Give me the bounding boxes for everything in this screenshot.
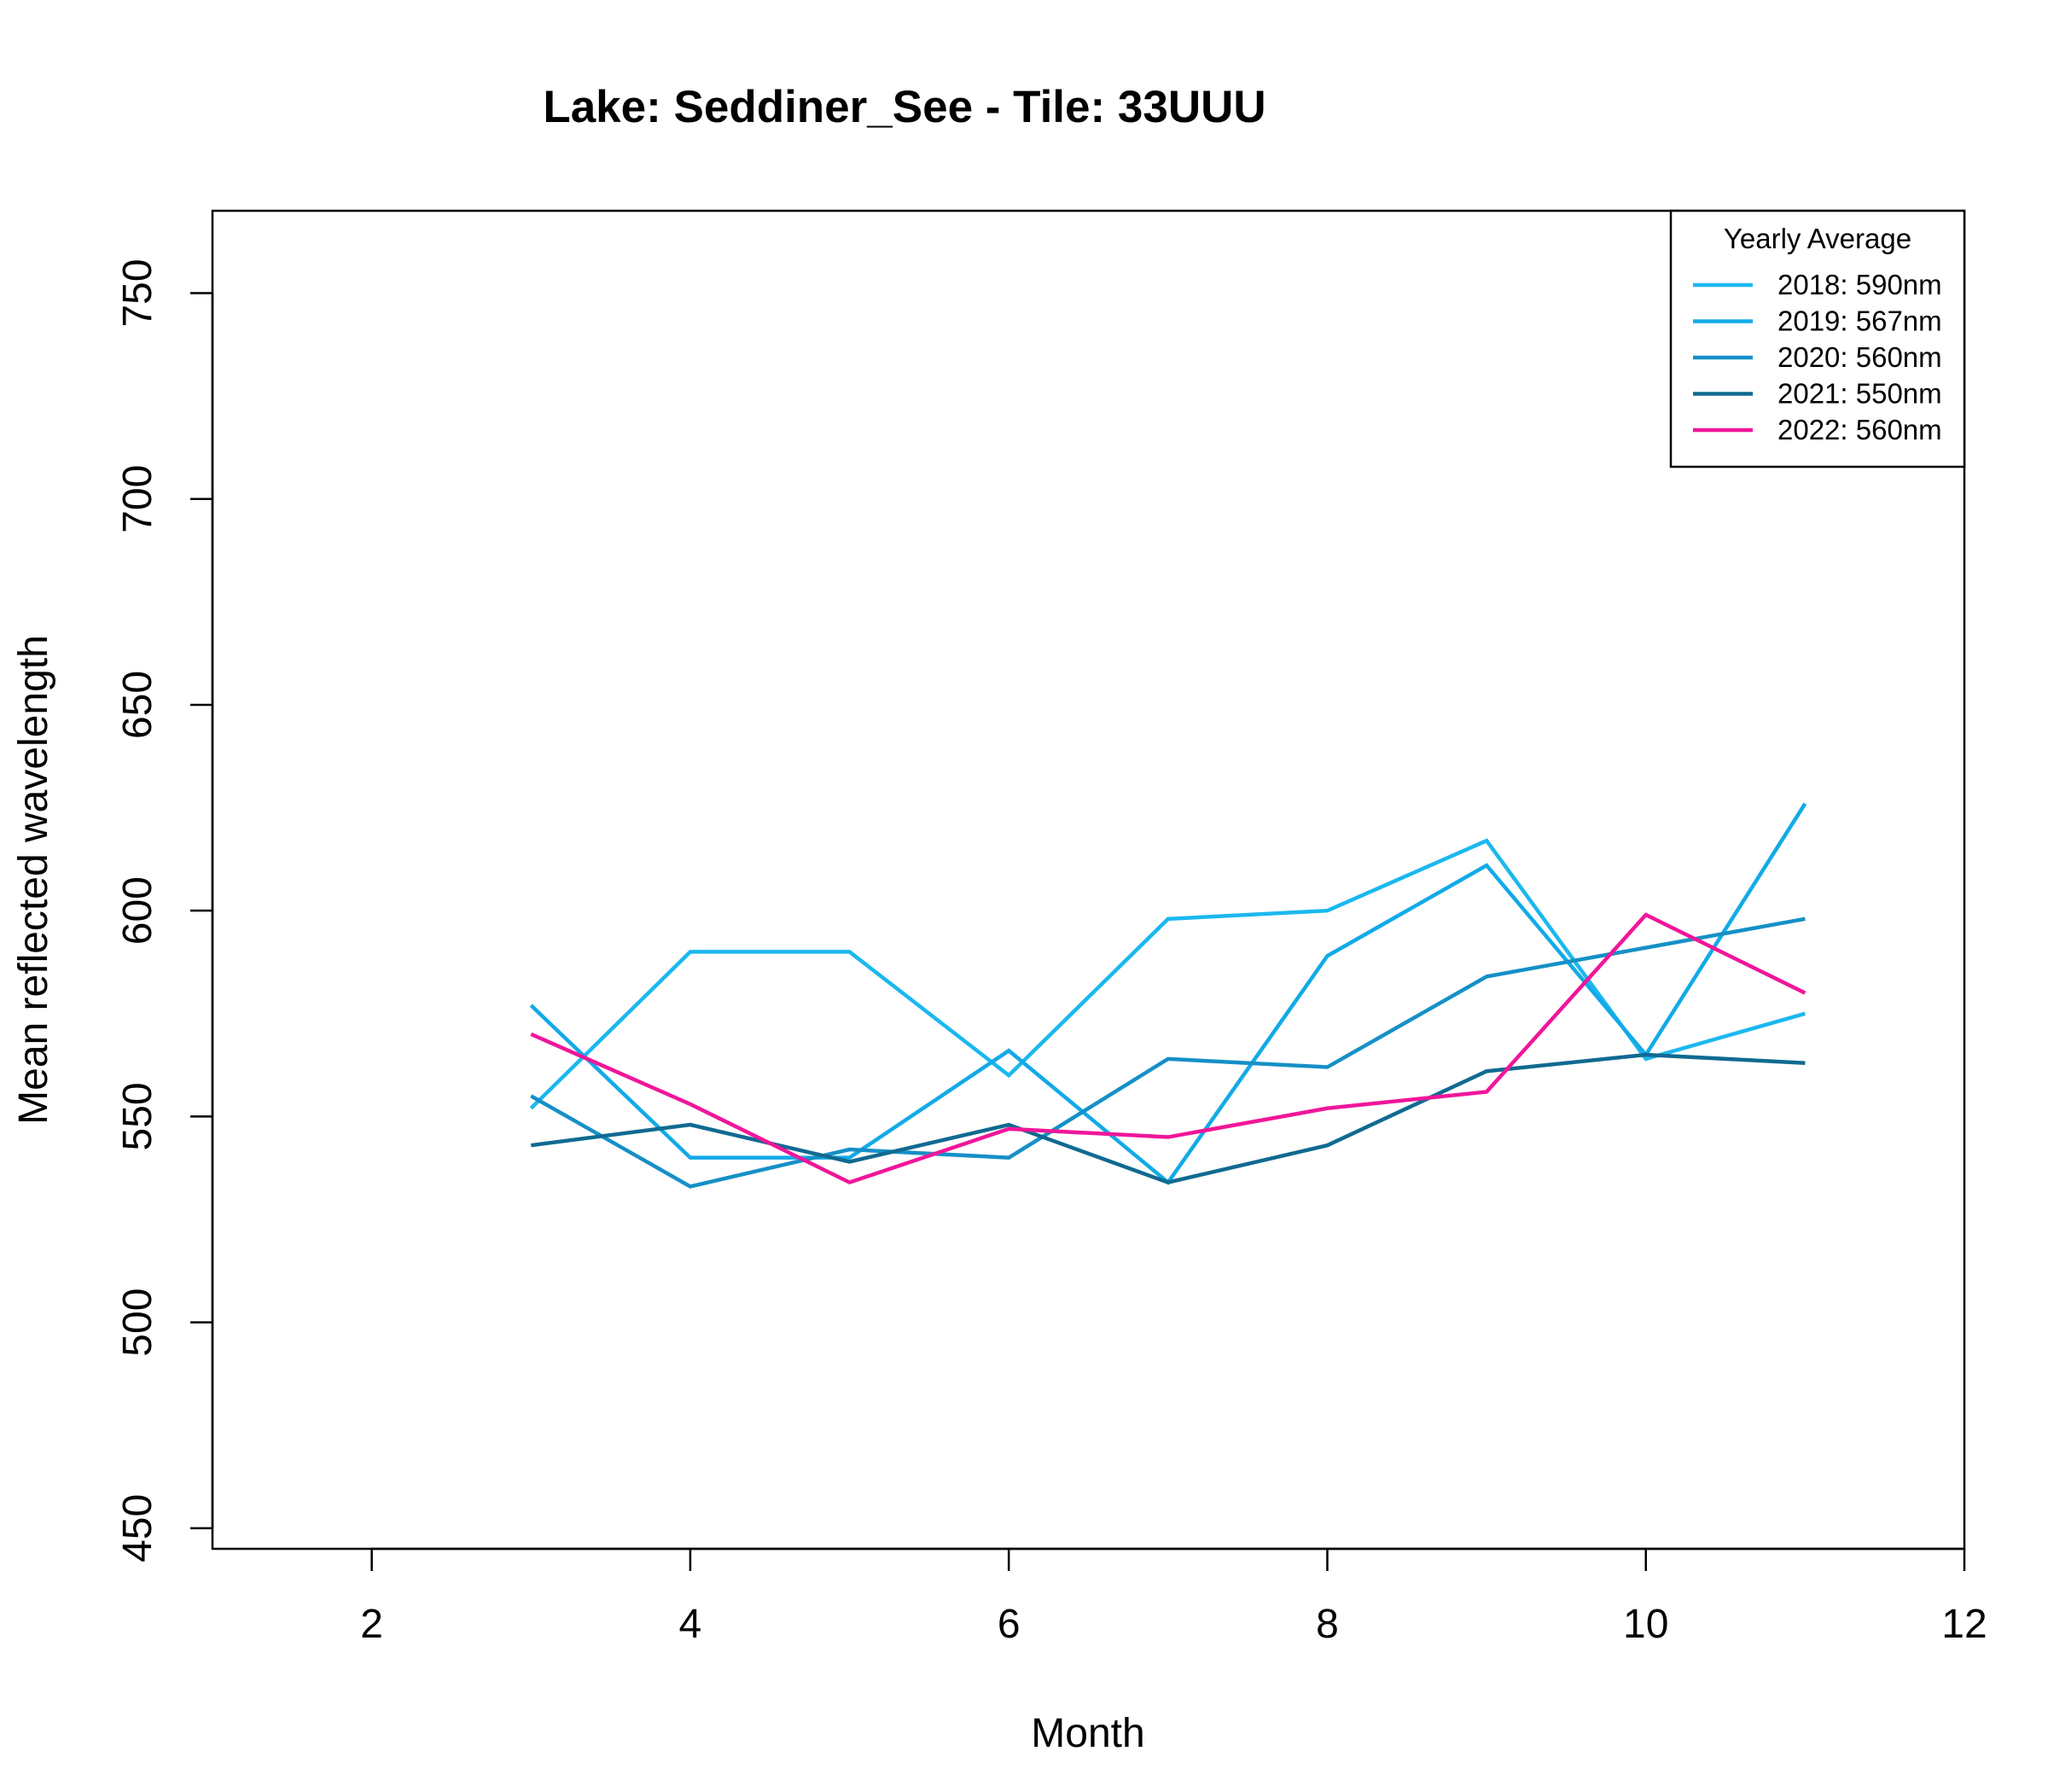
legend-item: 2019: 567nm [1693, 305, 1942, 337]
x-axis: 2 4 6 8 10 12 [360, 1547, 1987, 1647]
x-tick-label: 4 [679, 1602, 702, 1647]
y-tick-label: 700 [115, 465, 160, 533]
legend-label: 2020: 560nm [1777, 341, 1942, 373]
legend-title: Yearly Average [1724, 223, 1911, 254]
x-tick-label: 2 [360, 1602, 383, 1647]
x-tick-label: 8 [1316, 1602, 1339, 1647]
y-tick-label: 650 [115, 671, 160, 739]
x-tick-label: 10 [1623, 1602, 1668, 1647]
legend-box [1669, 209, 1966, 468]
legend-item: 2021: 550nm [1693, 378, 1942, 410]
legend-label: 2019: 567nm [1777, 305, 1942, 337]
legend-label: 2022: 560nm [1777, 414, 1942, 445]
legend-item: 2020: 560nm [1693, 341, 1942, 373]
y-axis-label: Mean reflected wavelength [11, 635, 56, 1125]
legend-item: 2022: 560nm [1693, 414, 1942, 445]
x-axis-label: Month [1031, 1711, 1144, 1756]
legend-item: 2018: 590nm [1693, 269, 1942, 300]
x-tick-label: 6 [998, 1602, 1021, 1647]
y-axis: 450 500 550 600 650 700 750 [115, 259, 214, 1562]
legend-label: 2018: 590nm [1777, 269, 1942, 300]
y-tick-label: 600 [115, 876, 160, 945]
y-tick-label: 750 [115, 259, 160, 327]
x-tick-label: 12 [1941, 1602, 1987, 1647]
y-tick-label: 450 [115, 1494, 160, 1562]
legend-label: 2021: 550nm [1777, 378, 1942, 410]
chart-title: Lake: Seddiner_See - Tile: 33UUU [543, 82, 1265, 132]
y-tick-label: 500 [115, 1289, 160, 1357]
y-tick-label: 550 [115, 1082, 160, 1150]
series-layer [529, 802, 1807, 1189]
legend: Yearly Average 2018: 590nm 2019: 567nm 202… [1669, 209, 1966, 468]
